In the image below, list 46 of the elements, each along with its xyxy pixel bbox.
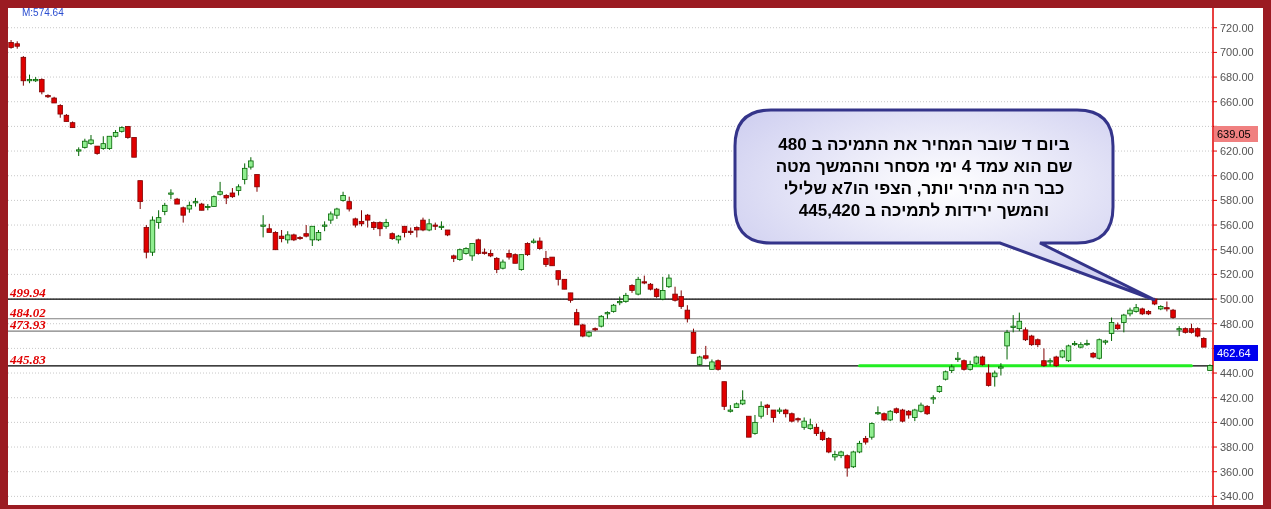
y-tick-label: 600.00: [1220, 169, 1254, 182]
y-tick-label: 520.00: [1220, 268, 1254, 281]
ref-line-label: 473.93: [9, 317, 47, 333]
candlestick: [690, 328, 697, 354]
candlestick: [1004, 329, 1010, 360]
candlestick: [45, 93, 51, 99]
candlestick: [844, 453, 850, 478]
y-tick-label: 560.00: [1220, 219, 1254, 232]
candlestick: [746, 415, 752, 438]
candlestick: [1108, 317, 1115, 342]
annotation: ביום ד שובר המחיר את התמיכה ב 480 שם הוא עמד 4 ימי מסחר וההמשך מטה כבר היה מהיר יותר, הצפי הו7א שלילי והמשך ירידות לתמיכה ב 445,420: [775, 135, 1073, 220]
candlestick: [242, 162, 248, 185]
y-tick-label: 700.00: [1220, 46, 1254, 59]
text: 639.05: [1217, 128, 1251, 140]
text: 462.64: [1217, 347, 1251, 359]
candlestick: [875, 405, 881, 416]
candlestick: [260, 214, 266, 238]
y-tick-label: 500.00: [1220, 293, 1254, 306]
candlestick: [20, 55, 27, 87]
y-tick-label: 580.00: [1220, 194, 1254, 207]
candlestick: [998, 362, 1004, 377]
candlestick: [955, 351, 961, 363]
ref-line-label: 445.83: [9, 351, 47, 367]
candlestick: [1041, 347, 1047, 368]
y-tick-label: 680.00: [1220, 71, 1254, 84]
y-tick-label: 340.00: [1220, 490, 1254, 503]
candlestick: [752, 414, 758, 436]
y-tick-label: 660.00: [1220, 95, 1254, 108]
candlestick: [383, 218, 389, 230]
y-tick-label: 720.00: [1220, 21, 1254, 34]
candlestick: [217, 181, 223, 196]
ref-line-label: 484.02: [9, 304, 47, 320]
y-tick-label: 480.00: [1220, 317, 1254, 330]
y-tick-label: 420.00: [1220, 391, 1254, 404]
y-tick-label: 380.00: [1220, 441, 1254, 454]
y-tick-label: 400.00: [1220, 416, 1254, 429]
annotation: M:574.64: [22, 7, 65, 18]
candlestick: [168, 188, 174, 200]
y-tick-label: 620.00: [1220, 145, 1254, 158]
candlestick: [1047, 357, 1053, 367]
candlestick: [985, 363, 992, 388]
y-tick-label: 360.00: [1220, 465, 1254, 478]
y-tick-label: 540.00: [1220, 243, 1254, 256]
ref-line-label: 499.94: [9, 285, 47, 301]
y-tick-label: 440.00: [1220, 367, 1254, 380]
candlestick: [137, 180, 143, 210]
